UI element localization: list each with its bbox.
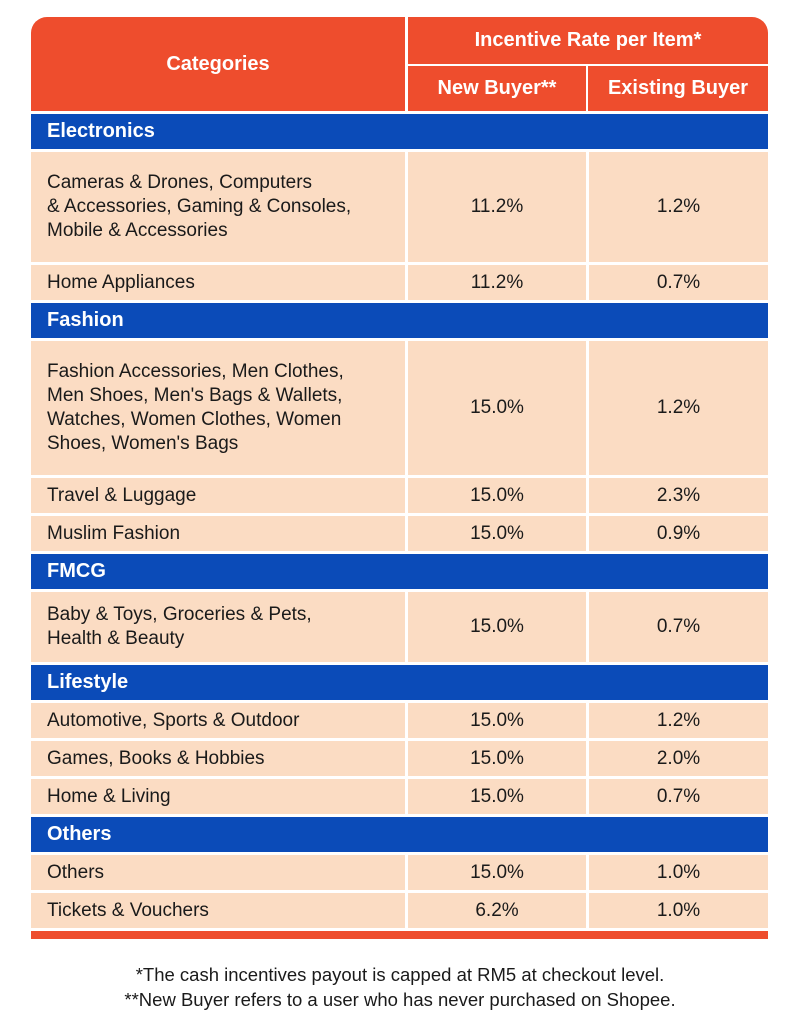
- existing-buyer-rate-cell: 1.2%: [589, 341, 768, 475]
- header-existing-buyer: Existing Buyer: [588, 66, 768, 111]
- category-cell: Baby & Toys, Groceries & Pets, Health & …: [31, 592, 405, 662]
- new-buyer-rate-cell: 6.2%: [408, 893, 586, 928]
- category-cell-text: Home Appliances: [47, 271, 195, 293]
- new-buyer-rate-cell: 15.0%: [408, 478, 586, 513]
- category-cell-text: Travel & Luggage: [47, 484, 197, 506]
- table-row: Fashion Accessories, Men Clothes, Men Sh…: [31, 341, 768, 475]
- category-cell-text: Others: [47, 861, 105, 883]
- group-header: FMCG: [31, 554, 768, 589]
- category-cell-text: Baby & Toys, Groceries & Pets, Health & …: [47, 604, 312, 649]
- category-cell-text: Fashion Accessories, Men Clothes, Men Sh…: [47, 361, 344, 454]
- category-cell-text: Automotive, Sports & Outdoor: [47, 709, 300, 731]
- existing-buyer-rate-cell-text: 2.0%: [656, 747, 701, 769]
- existing-buyer-rate-cell: 0.9%: [589, 516, 768, 551]
- category-cell: Others: [31, 855, 405, 890]
- table-row: Baby & Toys, Groceries & Pets, Health & …: [31, 592, 768, 662]
- category-cell: Home Appliances: [31, 265, 405, 300]
- footnote-new-buyer-definition: **New Buyer refers to a user who has nev…: [124, 989, 676, 1010]
- new-buyer-rate-cell: 15.0%: [408, 741, 586, 776]
- incentive-rate-table: Categories Incentive Rate per Item* New …: [31, 17, 768, 939]
- new-buyer-rate-cell-text: 15.0%: [470, 785, 524, 807]
- footnotes: *The cash incentives payout is capped at…: [0, 962, 800, 1012]
- new-buyer-rate-cell-text: 15.0%: [470, 484, 524, 506]
- existing-buyer-rate-cell-text: 2.3%: [656, 484, 701, 506]
- table-row: Home Appliances 11.2% 0.7%: [31, 265, 768, 300]
- category-cell: Travel & Luggage: [31, 478, 405, 513]
- new-buyer-rate-cell: 11.2%: [408, 265, 586, 300]
- new-buyer-rate-cell: 15.0%: [408, 592, 586, 662]
- existing-buyer-rate-cell-text: 1.2%: [656, 709, 701, 731]
- new-buyer-rate-cell-text: 15.0%: [470, 616, 524, 637]
- category-cell: Home & Living: [31, 779, 405, 814]
- group-header: Others: [31, 817, 768, 852]
- existing-buyer-rate-cell: 2.3%: [589, 478, 768, 513]
- new-buyer-rate-cell-text: 11.2%: [470, 271, 524, 293]
- existing-buyer-rate-cell-text: 0.9%: [656, 522, 701, 544]
- new-buyer-rate-cell-text: 6.2%: [475, 899, 519, 921]
- table-row: Muslim Fashion 15.0% 0.9%: [31, 516, 768, 551]
- table-row: Others 15.0% 1.0%: [31, 855, 768, 890]
- table-row: Travel & Luggage 15.0% 2.3%: [31, 478, 768, 513]
- category-cell-text: Muslim Fashion: [47, 522, 181, 544]
- existing-buyer-rate-cell-text: 0.7%: [656, 785, 701, 807]
- existing-buyer-rate-cell-text: 1.2%: [656, 397, 701, 418]
- table-row: Home & Living 15.0% 0.7%: [31, 779, 768, 814]
- category-cell: Tickets & Vouchers: [31, 893, 405, 928]
- existing-buyer-rate-cell: 0.7%: [589, 779, 768, 814]
- table-header: Categories Incentive Rate per Item* New …: [31, 17, 768, 111]
- header-incentive-rate: Incentive Rate per Item*: [408, 17, 768, 64]
- existing-buyer-rate-cell: 1.0%: [589, 893, 768, 928]
- existing-buyer-rate-cell: 2.0%: [589, 741, 768, 776]
- existing-buyer-rate-cell: 1.2%: [589, 703, 768, 738]
- category-cell: Automotive, Sports & Outdoor: [31, 703, 405, 738]
- new-buyer-rate-cell: 15.0%: [408, 516, 586, 551]
- table-row: Automotive, Sports & Outdoor 15.0% 1.2%: [31, 703, 768, 738]
- footnote-payout-cap: *The cash incentives payout is capped at…: [135, 964, 665, 985]
- category-cell: Muslim Fashion: [31, 516, 405, 551]
- new-buyer-rate-cell: 11.2%: [408, 152, 586, 262]
- table-row: Cameras & Drones, Computers & Accessorie…: [31, 152, 768, 262]
- new-buyer-rate-cell-text: 15.0%: [470, 397, 524, 418]
- existing-buyer-rate-cell: 1.0%: [589, 855, 768, 890]
- category-cell: Games, Books & Hobbies: [31, 741, 405, 776]
- category-cell-text: Home & Living: [47, 785, 171, 807]
- category-cell: Cameras & Drones, Computers & Accessorie…: [31, 152, 405, 262]
- category-cell: Fashion Accessories, Men Clothes, Men Sh…: [31, 341, 405, 475]
- new-buyer-rate-cell-text: 15.0%: [470, 522, 524, 544]
- group-header: Electronics: [31, 114, 768, 149]
- table-row: Games, Books & Hobbies 15.0% 2.0%: [31, 741, 768, 776]
- new-buyer-rate-cell-text: 15.0%: [470, 747, 524, 769]
- category-cell-text: Tickets & Vouchers: [47, 899, 209, 921]
- new-buyer-rate-cell-text: 15.0%: [470, 861, 524, 883]
- existing-buyer-rate-cell-text: 0.7%: [656, 616, 701, 637]
- table-row: Tickets & Vouchers 6.2% 1.0%: [31, 893, 768, 928]
- existing-buyer-rate-cell-text: 1.0%: [656, 899, 701, 921]
- group-header: Fashion: [31, 303, 768, 338]
- new-buyer-rate-cell: 15.0%: [408, 855, 586, 890]
- category-cell-text: Cameras & Drones, Computers & Accessorie…: [47, 172, 352, 241]
- existing-buyer-rate-cell: 0.7%: [589, 265, 768, 300]
- existing-buyer-rate-cell: 0.7%: [589, 592, 768, 662]
- category-cell-text: Games, Books & Hobbies: [47, 747, 265, 769]
- new-buyer-rate-cell-text: 11.2%: [470, 196, 524, 217]
- new-buyer-rate-cell: 15.0%: [408, 779, 586, 814]
- group-header: Lifestyle: [31, 665, 768, 700]
- new-buyer-rate-cell: 15.0%: [408, 703, 586, 738]
- header-categories: Categories: [31, 17, 405, 111]
- new-buyer-rate-cell-text: 15.0%: [470, 709, 524, 731]
- existing-buyer-rate-cell: 1.2%: [589, 152, 768, 262]
- existing-buyer-rate-cell-text: 1.2%: [656, 196, 701, 217]
- table-body: Electronics Cameras & Drones, Computers &…: [31, 114, 768, 928]
- table-bottom-bar: [31, 931, 768, 939]
- header-new-buyer: New Buyer**: [408, 66, 586, 111]
- new-buyer-rate-cell: 15.0%: [408, 341, 586, 475]
- existing-buyer-rate-cell-text: 1.0%: [656, 861, 701, 883]
- existing-buyer-rate-cell-text: 0.7%: [656, 271, 701, 293]
